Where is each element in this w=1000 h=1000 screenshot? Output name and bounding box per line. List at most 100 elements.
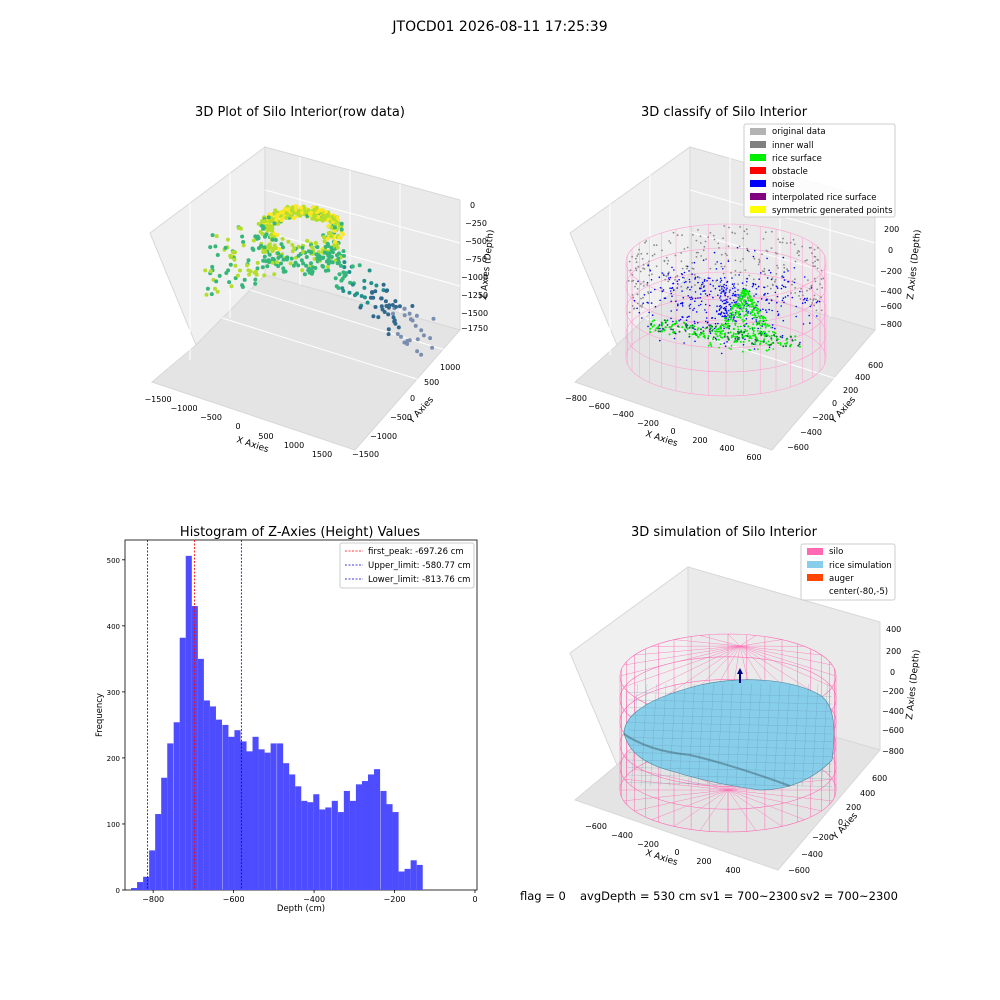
classify-point: [647, 292, 650, 295]
classify-point: [723, 327, 725, 330]
classify-point: [744, 301, 746, 304]
hist-bar: [319, 809, 326, 890]
raw-point: [299, 258, 304, 263]
classify-point: [637, 265, 640, 268]
sim-mesh-line: [792, 683, 800, 787]
classify-point: [741, 292, 744, 294]
raw-point: [402, 306, 407, 311]
classify-point: [753, 348, 756, 350]
raw-point: [253, 269, 258, 274]
classify-point: [677, 303, 679, 306]
sim-mesh-line: [627, 782, 833, 787]
classify-point: [734, 232, 736, 235]
status-avg-depth: avgDepth = 530 cm: [580, 889, 696, 903]
raw-point: [213, 244, 218, 249]
raw-point: [300, 250, 305, 254]
hist-bar: [374, 769, 381, 890]
classify-point: [770, 343, 772, 346]
raw-point: [276, 264, 281, 269]
classify-point: [711, 329, 714, 332]
classify-point: [690, 286, 693, 288]
classify-point: [651, 254, 654, 257]
classify-point: [752, 283, 755, 285]
classify-point: [753, 309, 755, 311]
classify-point: [784, 286, 787, 288]
raw-point: [329, 247, 334, 252]
raw-point: [341, 249, 346, 254]
classify-point: [765, 325, 767, 328]
raw-ztick: −1750: [461, 324, 488, 333]
classify-point: [651, 314, 654, 317]
classify-point: [777, 267, 779, 269]
classify-point: [735, 293, 737, 296]
classify-point: [716, 310, 718, 313]
raw-point: [410, 318, 415, 323]
classify-point: [806, 259, 808, 261]
legend-swatch-inner-wall: [750, 141, 766, 148]
sim-legend-box: [800, 543, 896, 601]
classify-point: [734, 314, 736, 317]
classify-xtick: 600: [746, 453, 761, 462]
classify-point: [717, 328, 720, 331]
sim-mesh-line: [811, 683, 819, 787]
classify-point: [661, 272, 663, 274]
classify-point: [650, 302, 653, 304]
classify-point: [749, 335, 752, 338]
hist-bar: [295, 786, 302, 890]
classify-point: [672, 282, 674, 285]
classify-point: [822, 277, 825, 280]
classify-point: [690, 296, 693, 299]
raw-point: [399, 334, 403, 339]
classify-point: [703, 285, 705, 287]
classify-point: [751, 326, 754, 329]
classify-point: [663, 329, 666, 331]
classify-point: [695, 239, 698, 242]
raw-point: [326, 236, 330, 241]
classify-point: [780, 305, 782, 307]
classify-point: [755, 288, 758, 290]
classify-point: [739, 325, 742, 328]
raw-point: [428, 336, 433, 341]
classify-point: [721, 333, 723, 335]
raw-point: [365, 300, 370, 305]
classify-point: [752, 343, 755, 346]
classify-point: [809, 322, 811, 324]
classify-point: [734, 337, 737, 340]
classify-point: [753, 257, 756, 260]
classify-point: [808, 314, 810, 317]
raw-point: [430, 345, 435, 350]
sim-rice-mesh: [627, 683, 833, 787]
raw-point: [228, 253, 233, 258]
sim-ztick: −800: [882, 747, 904, 756]
classify-point: [718, 285, 720, 288]
classify-point: [739, 294, 742, 297]
classify-point: [734, 320, 736, 322]
classify-point: [784, 342, 786, 345]
raw-point: [350, 264, 355, 269]
classify-point: [736, 316, 738, 318]
classify-point: [650, 323, 652, 326]
classify-point: [700, 331, 702, 334]
classify-point: [667, 274, 669, 277]
classify-point: [655, 327, 658, 330]
classify-point: [782, 345, 785, 348]
sim-mesh-line: [650, 683, 657, 787]
hist-bar: [367, 774, 375, 890]
classify-point: [766, 257, 768, 260]
classify-point: [758, 320, 761, 322]
raw-point: [204, 292, 209, 297]
classify-point: [633, 299, 636, 302]
classify-xtick: 200: [692, 436, 707, 445]
raw-point: [386, 312, 391, 317]
classify-point: [786, 268, 788, 271]
classify-point: [798, 343, 801, 346]
classify-point: [711, 317, 713, 319]
classify-point: [774, 278, 777, 281]
sim-mesh-line: [627, 707, 833, 712]
classify-point: [733, 301, 736, 304]
sim-silo-floor-spoke: [651, 789, 729, 820]
classify-point: [642, 267, 644, 270]
classify-point: [793, 281, 796, 284]
raw-point: [392, 319, 397, 324]
classify-point: [720, 306, 723, 308]
